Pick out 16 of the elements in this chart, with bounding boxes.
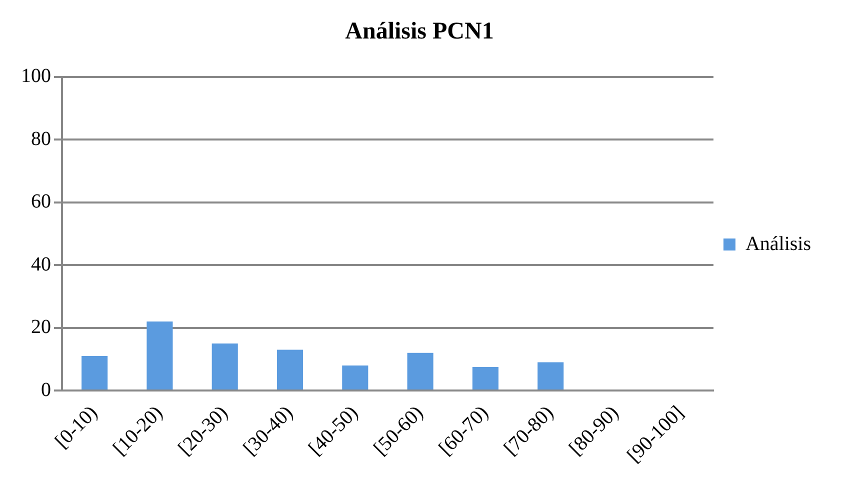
bar xyxy=(472,367,498,390)
bar xyxy=(146,322,173,390)
y-tick-label: 20 xyxy=(31,316,51,338)
bar xyxy=(407,352,434,390)
legend-label: Análisis xyxy=(745,232,812,255)
bar xyxy=(538,362,564,390)
y-tick-label: 40 xyxy=(31,253,51,276)
chart-title: Análisis PCN1 xyxy=(345,18,494,45)
bar xyxy=(342,365,368,390)
bar xyxy=(276,350,304,390)
bar xyxy=(212,343,238,390)
y-tick-label: 100 xyxy=(21,65,51,88)
bar xyxy=(82,356,108,390)
y-tick-label: 80 xyxy=(31,128,51,150)
y-tick-label: 60 xyxy=(31,190,51,213)
y-tick-label: 0 xyxy=(41,378,51,401)
